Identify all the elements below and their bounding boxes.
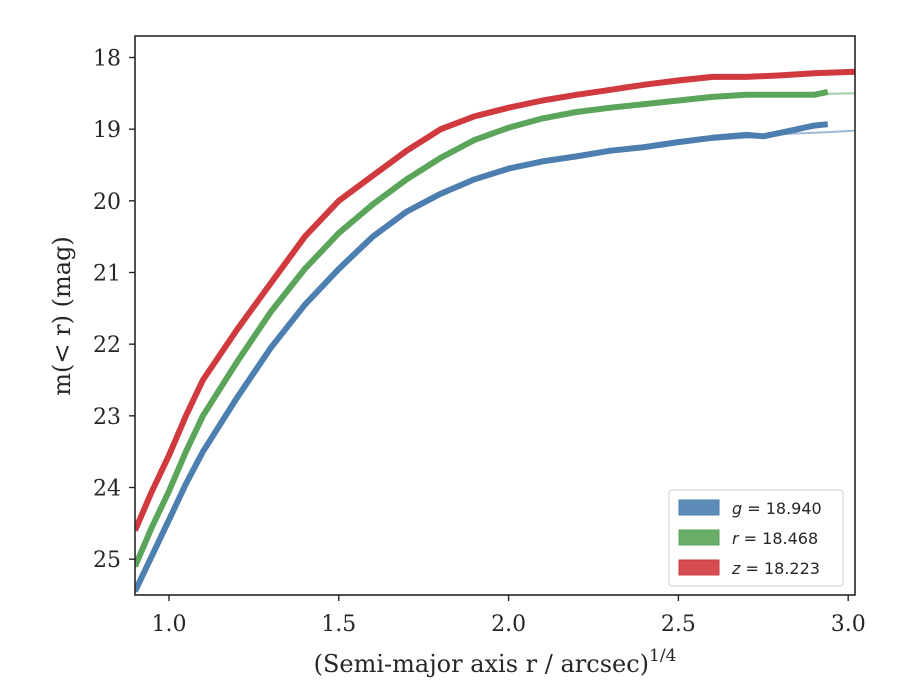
y-tick-label: 21 — [93, 262, 121, 287]
x-axis-label: (Semi-major axis r / arcsec)1/4 — [314, 646, 677, 678]
legend-value: = 18.223 — [740, 559, 820, 578]
x-tick-label: 2.5 — [661, 612, 696, 637]
series-model-line-g — [508, 129, 855, 170]
series-line-z — [135, 68, 855, 532]
x-tick-label: 1.5 — [321, 612, 356, 637]
legend-swatch-g — [678, 499, 720, 516]
plot-frame — [134, 35, 856, 596]
y-axis-label: m(< r) (mag) — [48, 236, 76, 395]
series-line-g — [135, 121, 829, 593]
y-tick-label: 18 — [93, 47, 121, 72]
legend-label-z: z = 18.223 — [731, 559, 820, 578]
y-tick-label: 20 — [93, 190, 121, 215]
y-tick-label: 25 — [93, 548, 121, 573]
series-line-r — [135, 88, 829, 568]
legend-value: = 18.468 — [739, 529, 819, 548]
y-tick-label: 19 — [93, 118, 121, 143]
legend-var: g — [732, 499, 742, 518]
y-tick-label: 23 — [93, 405, 121, 430]
y-tick-label: 22 — [93, 333, 121, 358]
x-tick-label: 1.0 — [151, 612, 186, 637]
y-tick-label: 24 — [93, 477, 121, 502]
legend-var: r — [732, 529, 740, 548]
legend-var: z — [731, 559, 741, 578]
x-tick-label: 2.0 — [491, 612, 526, 637]
x-axis: 1.0 1.5 2.0 2.5 3.0 — [151, 595, 866, 637]
legend-swatch-r — [678, 529, 720, 546]
series-layer — [135, 68, 855, 593]
y-axis: 18 19 20 21 22 23 24 25 — [93, 47, 135, 573]
x-tick-label: 3.0 — [831, 612, 866, 637]
legend-value: = 18.940 — [742, 499, 822, 518]
legend-label-g: g = 18.940 — [732, 499, 822, 518]
x-axis-label-superscript: 1/4 — [649, 646, 676, 666]
legend-label-r: r = 18.468 — [732, 529, 818, 548]
legend-swatch-z — [678, 559, 720, 576]
